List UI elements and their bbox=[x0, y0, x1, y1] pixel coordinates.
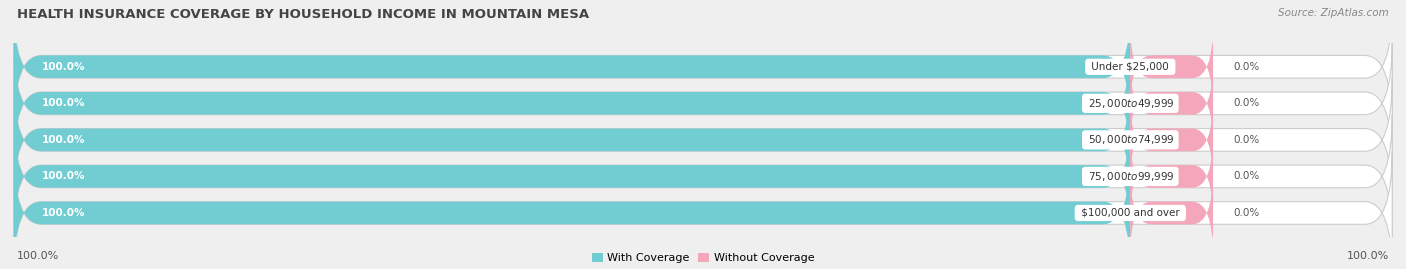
Text: 100.0%: 100.0% bbox=[41, 98, 84, 108]
FancyBboxPatch shape bbox=[14, 115, 1130, 238]
Text: 0.0%: 0.0% bbox=[1233, 62, 1260, 72]
FancyBboxPatch shape bbox=[1130, 96, 1213, 183]
Text: $50,000 to $74,999: $50,000 to $74,999 bbox=[1085, 133, 1175, 146]
FancyBboxPatch shape bbox=[1130, 169, 1213, 256]
Text: $75,000 to $99,999: $75,000 to $99,999 bbox=[1085, 170, 1175, 183]
Text: 100.0%: 100.0% bbox=[17, 250, 59, 261]
Text: 100.0%: 100.0% bbox=[41, 171, 84, 181]
Legend: With Coverage, Without Coverage: With Coverage, Without Coverage bbox=[592, 253, 814, 263]
Text: HEALTH INSURANCE COVERAGE BY HOUSEHOLD INCOME IN MOUNTAIN MESA: HEALTH INSURANCE COVERAGE BY HOUSEHOLD I… bbox=[17, 8, 589, 21]
Text: 0.0%: 0.0% bbox=[1233, 135, 1260, 145]
Text: Under $25,000: Under $25,000 bbox=[1088, 62, 1173, 72]
Text: 100.0%: 100.0% bbox=[41, 62, 84, 72]
FancyBboxPatch shape bbox=[14, 78, 1392, 202]
Text: 0.0%: 0.0% bbox=[1233, 171, 1260, 181]
FancyBboxPatch shape bbox=[1130, 133, 1213, 220]
Text: 0.0%: 0.0% bbox=[1233, 98, 1260, 108]
Text: 100.0%: 100.0% bbox=[41, 208, 84, 218]
FancyBboxPatch shape bbox=[14, 42, 1130, 165]
FancyBboxPatch shape bbox=[1130, 60, 1213, 147]
FancyBboxPatch shape bbox=[14, 5, 1392, 129]
FancyBboxPatch shape bbox=[1130, 23, 1213, 110]
FancyBboxPatch shape bbox=[14, 42, 1392, 165]
Text: 100.0%: 100.0% bbox=[1347, 250, 1389, 261]
FancyBboxPatch shape bbox=[14, 151, 1130, 269]
Text: 0.0%: 0.0% bbox=[1233, 208, 1260, 218]
FancyBboxPatch shape bbox=[14, 151, 1392, 269]
FancyBboxPatch shape bbox=[14, 115, 1392, 238]
FancyBboxPatch shape bbox=[14, 5, 1130, 129]
Text: Source: ZipAtlas.com: Source: ZipAtlas.com bbox=[1278, 8, 1389, 18]
Text: $100,000 and over: $100,000 and over bbox=[1078, 208, 1182, 218]
Text: 100.0%: 100.0% bbox=[41, 135, 84, 145]
Text: $25,000 to $49,999: $25,000 to $49,999 bbox=[1085, 97, 1175, 110]
FancyBboxPatch shape bbox=[14, 78, 1130, 202]
